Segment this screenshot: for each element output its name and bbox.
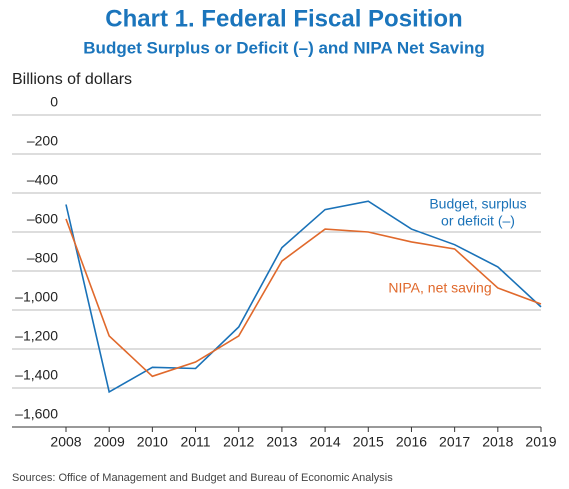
series-label: Budget, surplus <box>429 196 526 212</box>
chart-title: Chart 1. Federal Fiscal Position <box>105 5 462 32</box>
series-line <box>65 200 542 394</box>
x-tick-label: 2010 <box>137 434 168 450</box>
y-tick-label: –1,400 <box>15 367 58 383</box>
x-tick-label: 2019 <box>525 434 556 450</box>
x-tick-label: 2015 <box>353 434 384 450</box>
y-tick-label: –600 <box>27 211 58 227</box>
chart-subtitle: Budget Surplus or Deficit (–) and NIPA N… <box>83 38 484 57</box>
y-tick-label: –400 <box>27 172 58 188</box>
source-note: Sources: Office of Management and Budget… <box>12 472 393 484</box>
y-axis-label: Billions of dollars <box>12 71 132 88</box>
x-tick-label: 2012 <box>223 434 254 450</box>
x-tick-label: 2013 <box>266 434 297 450</box>
y-tick-label: –1,200 <box>15 328 58 344</box>
x-tick-label: 2009 <box>94 434 125 450</box>
x-tick-label: 2017 <box>439 434 470 450</box>
x-tick-label: 2011 <box>180 434 210 450</box>
y-tick-label: –1,600 <box>15 406 58 422</box>
y-tick-label: –1,000 <box>15 289 58 305</box>
y-tick-label: –200 <box>27 133 58 149</box>
x-tick-label: 2014 <box>310 434 341 450</box>
x-tick-label: 2016 <box>396 434 427 450</box>
y-tick-label: 0 <box>50 94 58 110</box>
series-label: NIPA, net saving <box>388 280 491 296</box>
x-tick-label: 2018 <box>482 434 513 450</box>
series-line <box>65 218 542 378</box>
y-tick-label: –800 <box>27 250 58 266</box>
x-tick-label: 2008 <box>50 434 81 450</box>
series-label: or deficit (–) <box>441 213 515 229</box>
